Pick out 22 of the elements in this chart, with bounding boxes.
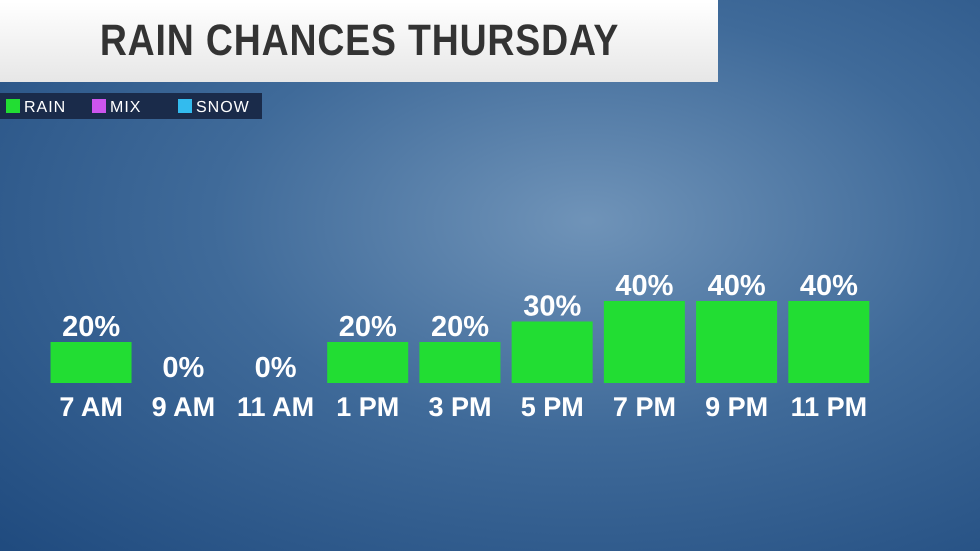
data-label: 20%	[430, 311, 490, 343]
x-tick-label: 11 AM	[237, 392, 314, 422]
x-tick-label: 7 AM	[59, 392, 123, 422]
data-label: 40%	[708, 270, 766, 302]
data-label: 30%	[523, 290, 582, 322]
legend-label: RAIN	[24, 99, 66, 116]
x-tick-label: 3 PM	[428, 392, 492, 422]
data-label: 0%	[254, 352, 297, 384]
x-tick-label: 1 PM	[336, 392, 400, 422]
data-label: 20%	[338, 311, 398, 343]
chart-title: RAIN CHANCES THURSDAY	[99, 16, 619, 66]
legend-label: MIX	[110, 99, 142, 116]
data-label: 40%	[800, 270, 858, 302]
x-tick-label: 5 PM	[520, 392, 584, 422]
x-tick-label: 9 AM	[152, 392, 216, 422]
x-tick-label: 11 PM	[790, 392, 868, 422]
data-label: 0%	[162, 352, 204, 384]
legend-label: SNOW	[196, 99, 250, 116]
data-label: 40%	[615, 270, 674, 302]
data-label: 20%	[62, 311, 120, 343]
x-tick-label: 9 PM	[705, 392, 768, 422]
x-tick-label: 7 PM	[612, 392, 676, 422]
